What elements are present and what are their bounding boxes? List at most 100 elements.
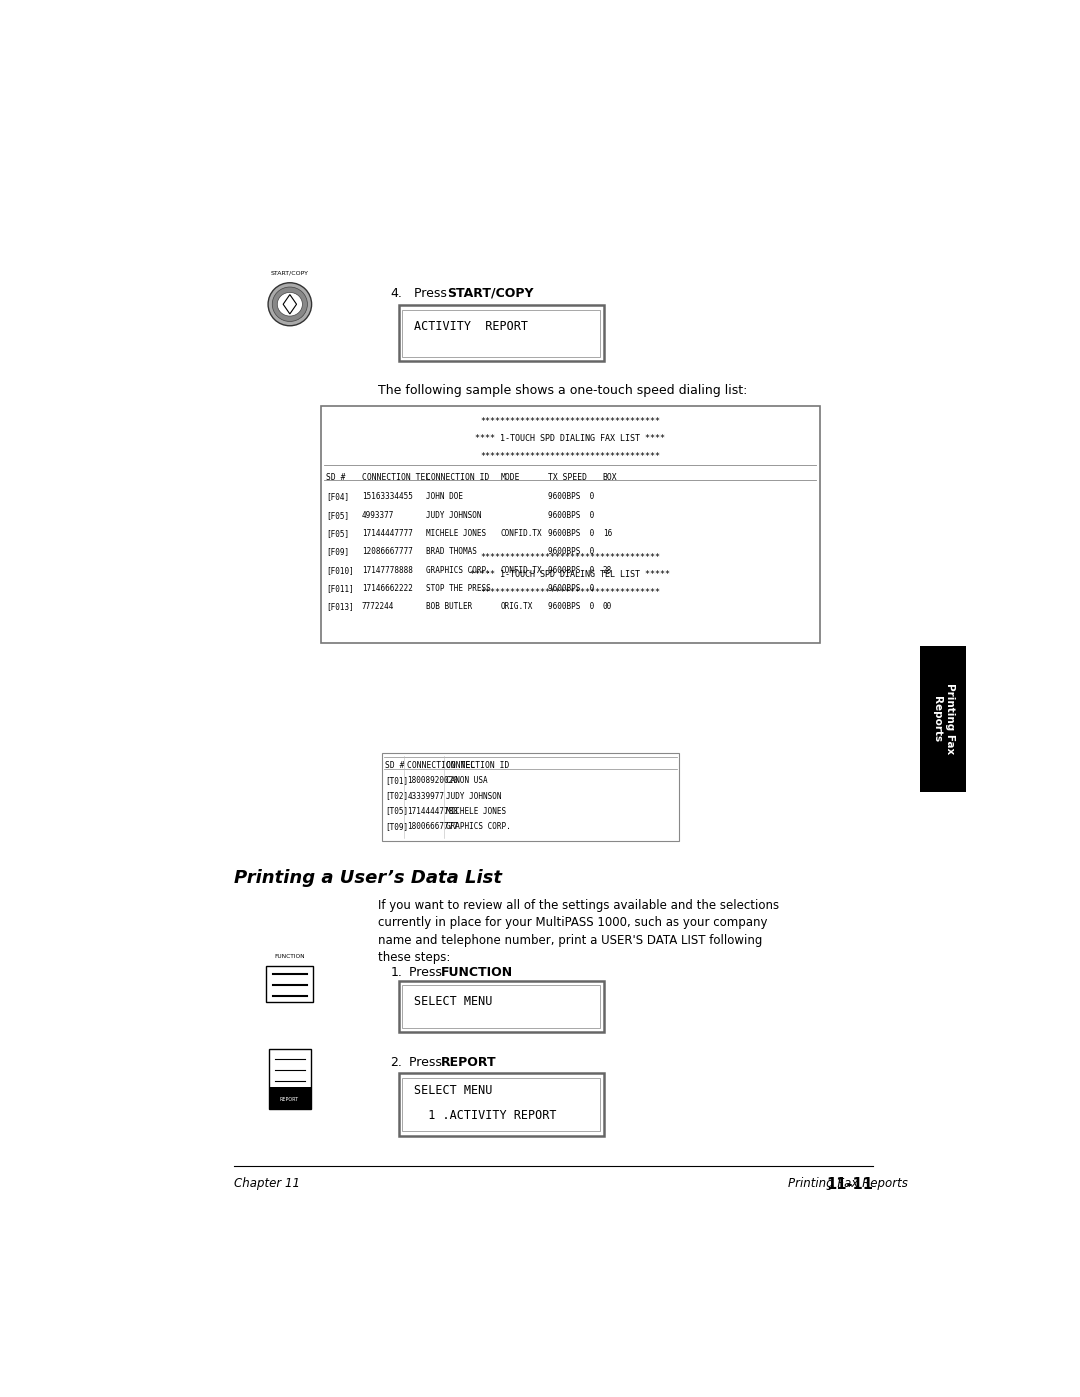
Text: currently in place for your MultiPASS 1000, such as your company: currently in place for your MultiPASS 10… [378,916,767,929]
Text: BOB BUTLER: BOB BUTLER [426,602,472,612]
Text: [F013]: [F013] [326,602,353,612]
Text: 16: 16 [603,529,612,538]
Text: [F010]: [F010] [326,566,353,574]
Text: If you want to review all of the settings available and the selections: If you want to review all of the setting… [378,900,779,912]
Text: Press: Press [408,965,446,979]
Text: MICHELE JONES: MICHELE JONES [426,529,486,538]
Text: Printing a User’s Data List: Printing a User’s Data List [233,869,502,887]
Text: MODE: MODE [500,474,519,482]
Text: CONNECTION ID: CONNECTION ID [446,761,509,770]
Text: ************************************: ************************************ [481,588,660,597]
Text: TX SPEED: TX SPEED [548,474,586,482]
Text: REPORT: REPORT [280,1097,299,1102]
Text: Printing Fax
Reports: Printing Fax Reports [932,683,955,754]
Text: 2.: 2. [390,1056,402,1069]
Text: ************************************: ************************************ [481,451,660,461]
Text: START/COPY: START/COPY [271,270,309,275]
Text: The following sample shows a one-touch speed dialing list:: The following sample shows a one-touch s… [378,384,747,397]
Text: 17144447777: 17144447777 [362,529,413,538]
Text: [F05]: [F05] [326,511,349,520]
Text: 9600BPS  0: 9600BPS 0 [548,566,594,574]
Text: 4.: 4. [390,286,402,300]
Text: 12086667777: 12086667777 [362,548,413,556]
Text: 18006667777: 18006667777 [407,821,458,831]
Text: these steps:: these steps: [378,951,450,964]
Text: name and telephone number, print a USER'S DATA LIST following: name and telephone number, print a USER'… [378,933,762,947]
Ellipse shape [268,282,312,326]
Text: [T05]: [T05] [384,806,408,816]
Text: Chapter 11: Chapter 11 [233,1176,300,1190]
Text: 1.: 1. [390,965,402,979]
Text: Printing Fax Reports: Printing Fax Reports [788,1176,919,1190]
Text: 1 .ACTIVITY REPORT: 1 .ACTIVITY REPORT [414,1109,556,1122]
Text: ************************************: ************************************ [481,418,660,426]
Text: [F04]: [F04] [326,493,349,502]
FancyBboxPatch shape [402,310,600,358]
Text: GRAPHICS CORP.: GRAPHICS CORP. [446,821,511,831]
Text: 9600BPS  0: 9600BPS 0 [548,602,594,612]
Text: 9600BPS  0: 9600BPS 0 [548,529,594,538]
Text: CONNECTION ID: CONNECTION ID [426,474,489,482]
Text: [T09]: [T09] [384,821,408,831]
Text: 9600BPS  0: 9600BPS 0 [548,511,594,520]
Text: 11-11: 11-11 [826,1176,874,1192]
Ellipse shape [278,292,302,316]
Text: .: . [516,286,519,300]
Text: 9600BPS  0: 9600BPS 0 [548,584,594,592]
Text: BRAD THOMAS: BRAD THOMAS [426,548,476,556]
Text: CONFID.TX: CONFID.TX [500,566,542,574]
Text: 9600BPS  0: 9600BPS 0 [548,493,594,502]
Text: .: . [495,965,499,979]
Text: FUNCTION: FUNCTION [441,965,513,979]
FancyBboxPatch shape [269,1087,311,1109]
Text: .: . [484,1056,488,1069]
Text: CONFID.TX: CONFID.TX [500,529,542,538]
Text: ACTIVITY  REPORT: ACTIVITY REPORT [414,320,528,332]
FancyBboxPatch shape [399,981,604,1032]
Text: **** 1-TOUCH SPD DIALING FAX LIST ****: **** 1-TOUCH SPD DIALING FAX LIST **** [475,434,665,443]
Text: 15163334455: 15163334455 [362,493,413,502]
Text: 28: 28 [603,566,612,574]
FancyBboxPatch shape [399,1073,604,1136]
FancyBboxPatch shape [402,1077,600,1132]
FancyBboxPatch shape [267,965,313,1003]
Text: SD #: SD # [384,761,404,770]
Text: SELECT MENU: SELECT MENU [414,995,492,1009]
FancyBboxPatch shape [382,753,679,841]
Text: CONNECTION TEL: CONNECTION TEL [407,761,475,770]
FancyBboxPatch shape [321,407,820,643]
Text: 17146662222: 17146662222 [362,584,413,592]
Text: Press: Press [414,286,450,300]
Text: REPORT: REPORT [441,1056,496,1069]
Text: ************************************: ************************************ [481,553,660,562]
Text: 7772244: 7772244 [362,602,394,612]
Text: SELECT MENU: SELECT MENU [414,1084,492,1097]
Text: START/COPY: START/COPY [447,286,534,300]
Text: MICHELE JONES: MICHELE JONES [446,806,505,816]
Text: 43339977: 43339977 [407,792,444,800]
Text: Press: Press [408,1056,446,1069]
Text: 18008920020: 18008920020 [407,777,458,785]
Text: FUNCTION: FUNCTION [274,954,306,960]
Text: SD #: SD # [326,474,346,482]
Text: [F05]: [F05] [326,529,349,538]
Text: STOP THE PRESS: STOP THE PRESS [426,584,490,592]
Text: CANON USA: CANON USA [446,777,487,785]
Text: 17147778888: 17147778888 [362,566,413,574]
FancyBboxPatch shape [402,985,600,1028]
Ellipse shape [272,286,308,321]
Text: 00: 00 [603,602,612,612]
Text: CONNECTION TEL: CONNECTION TEL [362,474,430,482]
Text: BOX: BOX [603,474,618,482]
Text: JOHN DOE: JOHN DOE [426,493,462,502]
Text: 9600BPS  0: 9600BPS 0 [548,548,594,556]
Text: 17144447788: 17144447788 [407,806,458,816]
Text: [T02]: [T02] [384,792,408,800]
Text: JUDY JOHNSON: JUDY JOHNSON [446,792,501,800]
Text: JUDY JOHNSON: JUDY JOHNSON [426,511,481,520]
Text: [F09]: [F09] [326,548,349,556]
FancyBboxPatch shape [399,306,604,362]
Text: [T01]: [T01] [384,777,408,785]
FancyBboxPatch shape [269,1049,311,1109]
FancyBboxPatch shape [920,647,967,792]
